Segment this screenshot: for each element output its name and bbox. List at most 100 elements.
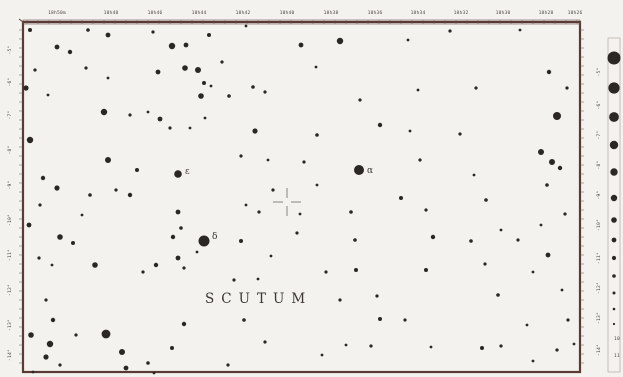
field-star xyxy=(565,86,569,90)
left-label: -10° xyxy=(7,214,13,226)
field-star xyxy=(424,208,428,212)
field-star xyxy=(26,222,32,228)
star-epsilon-label: ε xyxy=(185,167,190,177)
field-star xyxy=(114,188,118,192)
field-star xyxy=(298,212,302,216)
field-star xyxy=(244,24,248,28)
field-star xyxy=(50,263,54,267)
field-star xyxy=(251,85,255,89)
field-star xyxy=(484,198,488,202)
magnitude-dot xyxy=(608,82,620,94)
magnitude-dot xyxy=(607,51,621,65)
left-label: -9° xyxy=(7,181,13,190)
field-star xyxy=(531,359,535,363)
field-star xyxy=(175,209,181,215)
star-delta xyxy=(198,235,210,247)
field-star xyxy=(135,168,139,172)
left-label: -6° xyxy=(7,78,13,87)
field-star xyxy=(195,250,199,254)
field-star xyxy=(429,345,433,349)
field-star xyxy=(472,173,476,177)
field-star xyxy=(338,298,342,302)
field-star xyxy=(315,133,319,137)
field-star xyxy=(483,262,487,266)
star-alpha-label: α xyxy=(367,166,373,176)
field-star xyxy=(54,44,60,50)
field-star xyxy=(44,298,48,302)
magnitude-dot xyxy=(610,194,618,202)
field-star xyxy=(298,42,304,48)
top-label: 18h50m xyxy=(48,10,66,16)
field-star xyxy=(207,33,211,37)
field-star xyxy=(146,361,150,365)
top-label: 18h26 xyxy=(568,10,583,16)
left-label: -7° xyxy=(7,111,13,120)
star-epsilon xyxy=(174,170,182,178)
field-star xyxy=(188,126,192,130)
field-star xyxy=(252,128,258,134)
scale-ticks xyxy=(19,20,584,364)
field-star xyxy=(146,110,150,114)
field-star xyxy=(100,108,108,116)
field-star xyxy=(499,344,503,348)
field-star xyxy=(23,85,29,91)
right-label: -10° xyxy=(596,219,602,231)
field-star xyxy=(555,348,559,352)
top-label: 18h40 xyxy=(280,10,295,16)
field-star xyxy=(496,293,500,297)
field-star xyxy=(175,255,181,261)
field-star xyxy=(179,226,183,230)
field-star xyxy=(155,69,161,75)
top-scale: 18h50m 18h48 18h46 18h44 18h42 18h40 18h… xyxy=(22,10,583,25)
field-star xyxy=(518,28,522,32)
field-star xyxy=(403,318,407,322)
magnitude-dot xyxy=(610,168,618,176)
field-star xyxy=(257,210,261,214)
field-star xyxy=(152,371,156,375)
top-label: 18h46 xyxy=(148,10,163,16)
field-star xyxy=(336,37,344,45)
right-label: -6° xyxy=(596,101,602,110)
field-star xyxy=(182,266,186,270)
top-label: 18h42 xyxy=(236,10,251,16)
field-star xyxy=(546,69,552,75)
field-star xyxy=(28,332,34,338)
field-star xyxy=(128,113,132,117)
right-scale: -5° -6° -7° -8° -9° -10° -11° -12° -13° … xyxy=(596,68,602,356)
field-star xyxy=(458,132,462,136)
field-star xyxy=(242,318,246,322)
left-label: -5° xyxy=(7,46,13,55)
left-scale: -5° -6° -7° -8° -9° -10° -11° -12° -13° … xyxy=(7,46,13,361)
field-star xyxy=(50,317,56,323)
field-star xyxy=(74,333,78,337)
field-star xyxy=(538,149,544,155)
field-star xyxy=(80,213,84,217)
left-label: -11° xyxy=(7,249,13,261)
field-star xyxy=(26,136,34,144)
field-star xyxy=(469,239,473,243)
top-label: 18h36 xyxy=(368,10,383,16)
top-label: 18h32 xyxy=(454,10,469,16)
magnitude-dot xyxy=(612,322,616,326)
field-star xyxy=(256,277,260,281)
field-star xyxy=(239,154,243,158)
field-star xyxy=(127,192,133,198)
field-star xyxy=(553,112,561,120)
right-label: -5° xyxy=(596,68,602,77)
field-star xyxy=(46,340,54,348)
field-star xyxy=(181,321,187,327)
right-label: -7° xyxy=(596,131,602,140)
field-star xyxy=(424,268,428,272)
field-star xyxy=(58,363,62,367)
field-star xyxy=(377,122,383,128)
field-star xyxy=(378,317,382,321)
field-star xyxy=(545,183,549,187)
field-star xyxy=(354,268,358,272)
magnitude-dot xyxy=(612,307,616,311)
field-star xyxy=(418,158,422,162)
field-star xyxy=(88,193,92,197)
star-alpha xyxy=(354,165,364,175)
field-star xyxy=(86,28,90,32)
field-star xyxy=(40,175,46,181)
field-star xyxy=(198,93,204,99)
